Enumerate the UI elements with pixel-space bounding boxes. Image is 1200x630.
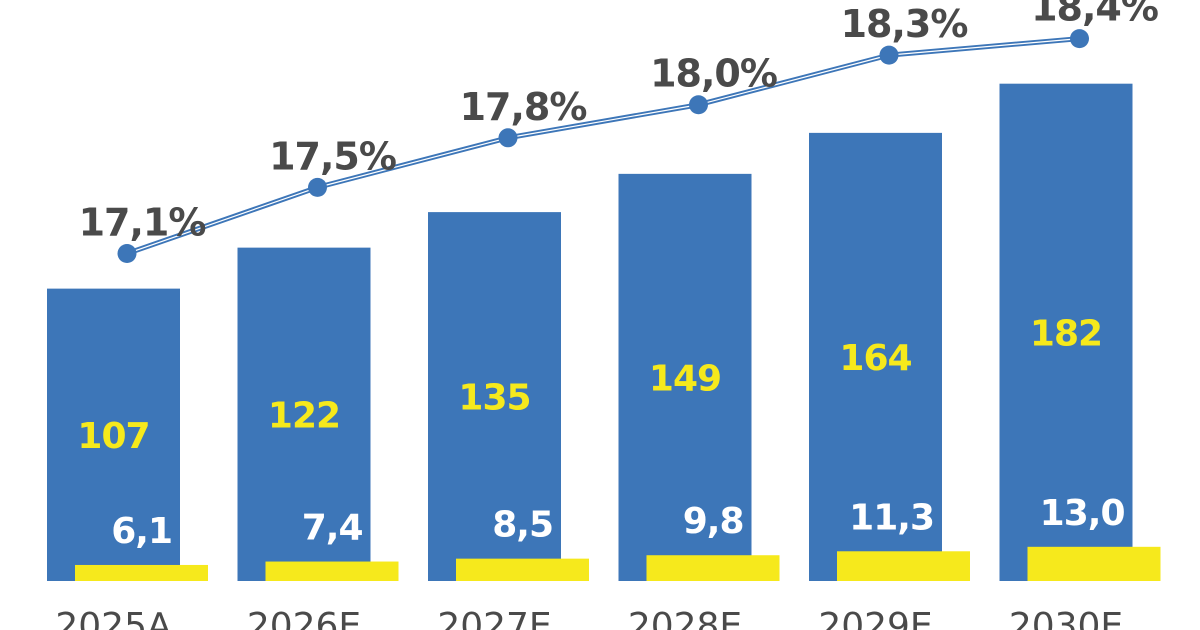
main-bar-value-label-2025A: 107: [77, 416, 149, 457]
main-bar-2028E: [618, 173, 752, 582]
secondary-bar-2027E: [456, 558, 589, 581]
line-point-label-2026E: 17,5%: [269, 134, 396, 178]
secondary-bar-2025A: [75, 564, 208, 581]
line-point-label-2027E: 17,8%: [460, 85, 587, 129]
secondary-bars-group: [75, 546, 1161, 581]
line-point-2030E: [1070, 29, 1089, 49]
secondary-bar-2030E: [1027, 546, 1161, 581]
secondary-bar-value-label-2029E: 11,3: [849, 497, 934, 538]
percentage-line-group: [117, 29, 1089, 263]
x-axis-label-2029E: 2029E: [818, 606, 932, 630]
line-point-label-2028E: 18,0%: [650, 52, 777, 96]
main-bar-value-label-2029E: 164: [839, 338, 911, 379]
secondary-bar-2026E: [265, 561, 399, 581]
secondary-bar-value-label-2027E: 8,5: [492, 505, 553, 546]
main-bar-2029E: [809, 132, 942, 581]
line-point-label-2025A: 17,1%: [79, 201, 206, 245]
line-point-label-2029E: 18,3%: [841, 2, 968, 46]
secondary-bar-value-label-2030E: 13,0: [1040, 493, 1125, 534]
x-axis-label-2028E: 2028E: [628, 606, 742, 630]
main-bar-value-label-2026E: 122: [268, 395, 340, 436]
main-bar-value-label-2028E: 149: [649, 358, 721, 399]
percentage-line-highlight: [126, 38, 1080, 255]
secondary-bar-value-label-2026E: 7,4: [302, 508, 363, 549]
main-bar-2027E: [428, 212, 561, 582]
line-point-2028E: [689, 95, 708, 115]
main-bar-2030E: [999, 83, 1133, 581]
main-bar-value-label-2030E: 182: [1030, 313, 1102, 354]
x-axis-labels-group: 2025A 2026E 2027E 2028E 2029E 2030E: [55, 606, 1123, 630]
line-point-label-2030E: 18,4%: [1031, 0, 1158, 30]
line-point-2029E: [879, 45, 899, 65]
line-point-2026E: [308, 177, 327, 197]
secondary-bar-value-label-2025A: 6,1: [111, 511, 172, 552]
secondary-bar-2028E: [646, 555, 780, 581]
x-axis-label-2026E: 2026E: [247, 606, 361, 630]
line-point-2027E: [498, 128, 518, 148]
x-axis-label-2025A: 2025A: [55, 606, 172, 630]
secondary-bar-value-label-2028E: 9,8: [683, 501, 744, 542]
main-bars-group: [47, 83, 1133, 582]
main-bar-2025A: [47, 288, 180, 581]
x-axis-label-2030E: 2030E: [1009, 606, 1123, 630]
main-bar-2026E: [237, 247, 371, 581]
x-axis-label-2027E: 2027E: [437, 606, 551, 630]
line-point-2025A: [117, 244, 137, 263]
labels-group: 107 6,1 122 7,4 135 8,5 149 9,8 164 11,3 182 13,0 17…: [77, 0, 1159, 552]
secondary-bar-2029E: [837, 551, 970, 581]
main-bar-value-label-2027E: 135: [458, 378, 530, 419]
